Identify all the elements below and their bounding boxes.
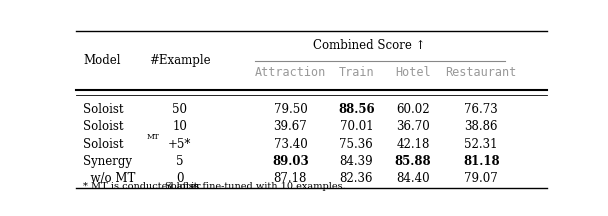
Text: is fine-tuned with 10 examples.: is fine-tuned with 10 examples. xyxy=(188,182,346,191)
Text: 38.86: 38.86 xyxy=(465,120,498,133)
Text: 89.03: 89.03 xyxy=(272,155,309,168)
Text: 88.56: 88.56 xyxy=(338,103,375,116)
Text: 82.36: 82.36 xyxy=(340,172,373,185)
Text: 5: 5 xyxy=(176,155,184,168)
Text: Restaurant: Restaurant xyxy=(446,66,517,79)
Text: 42.18: 42.18 xyxy=(396,138,430,151)
Text: 39.67: 39.67 xyxy=(274,120,307,133)
Text: 10: 10 xyxy=(172,120,187,133)
Text: 76.73: 76.73 xyxy=(465,103,498,116)
Text: w/o MT: w/o MT xyxy=(83,172,136,185)
Text: 50: 50 xyxy=(172,103,187,116)
Text: MT: MT xyxy=(147,133,159,141)
Text: +5*: +5* xyxy=(168,138,192,151)
Text: 52.31: 52.31 xyxy=(465,138,498,151)
Text: Soloist: Soloist xyxy=(165,182,198,191)
Text: 73.40: 73.40 xyxy=(274,138,307,151)
Text: 0: 0 xyxy=(176,172,184,185)
Text: 81.18: 81.18 xyxy=(463,155,500,168)
Text: Train: Train xyxy=(339,66,374,79)
Text: Soloist: Soloist xyxy=(83,138,123,151)
Text: 70.01: 70.01 xyxy=(339,120,373,133)
Text: Combined Score ↑: Combined Score ↑ xyxy=(313,39,426,52)
Text: 87.18: 87.18 xyxy=(274,172,307,185)
Text: 79.07: 79.07 xyxy=(465,172,498,185)
Text: 85.88: 85.88 xyxy=(395,155,431,168)
Text: 60.02: 60.02 xyxy=(396,103,430,116)
Text: 36.70: 36.70 xyxy=(396,120,430,133)
Text: Soloist: Soloist xyxy=(83,103,123,116)
Text: #Example: #Example xyxy=(149,54,210,67)
Text: 84.40: 84.40 xyxy=(396,172,430,185)
Text: Hotel: Hotel xyxy=(395,66,430,79)
Text: * MT is conducted after: * MT is conducted after xyxy=(83,182,204,191)
Text: 84.39: 84.39 xyxy=(339,155,373,168)
Text: Soloist: Soloist xyxy=(83,120,123,133)
Text: 75.36: 75.36 xyxy=(339,138,373,151)
Text: Model: Model xyxy=(83,54,120,67)
Text: Synergy: Synergy xyxy=(83,155,132,168)
Text: 79.50: 79.50 xyxy=(274,103,307,116)
Text: Attraction: Attraction xyxy=(255,66,326,79)
